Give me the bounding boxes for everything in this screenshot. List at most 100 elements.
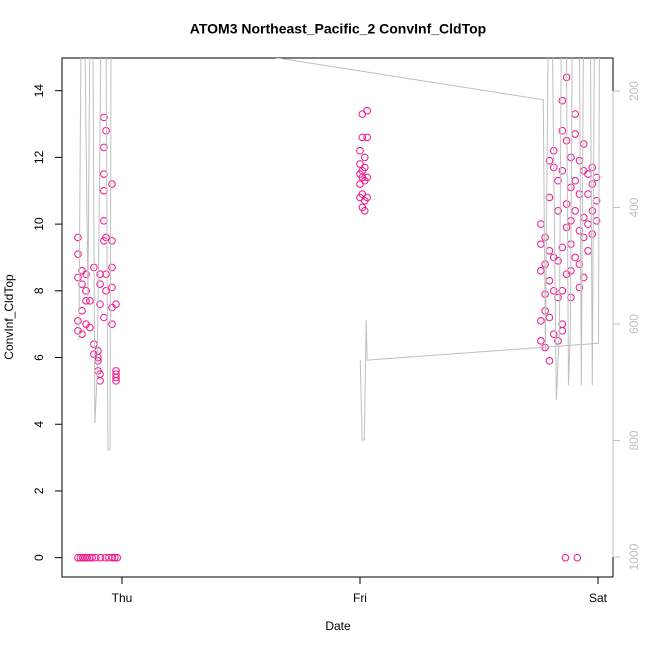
point — [571, 110, 579, 118]
point — [584, 190, 592, 198]
point — [74, 273, 82, 282]
y-tick-label: 14 — [32, 84, 46, 98]
point — [554, 176, 562, 185]
point — [545, 357, 554, 365]
point — [83, 553, 92, 562]
point — [562, 200, 571, 208]
point — [91, 553, 100, 562]
point — [112, 373, 120, 382]
point — [88, 553, 97, 562]
point — [74, 553, 82, 562]
point — [102, 270, 110, 278]
point — [78, 280, 86, 288]
x-tick-label: Fri — [353, 591, 367, 605]
point — [537, 317, 545, 325]
point — [108, 283, 116, 292]
point — [360, 206, 369, 215]
point — [111, 553, 119, 562]
point — [579, 140, 588, 148]
point — [549, 253, 558, 262]
point — [96, 553, 105, 562]
point — [100, 313, 108, 322]
point — [82, 287, 90, 295]
point — [567, 153, 575, 162]
point — [571, 130, 579, 138]
point — [558, 287, 567, 295]
point — [74, 233, 82, 242]
chart-title: ATOM3 Northeast_Pacific_2 ConvInf_CldTop — [190, 21, 486, 37]
line-series — [78, 58, 600, 451]
point — [571, 206, 579, 215]
x-tick-label: Thu — [112, 591, 133, 605]
point — [537, 337, 545, 345]
y2-tick-label: 400 — [627, 197, 641, 217]
point — [112, 300, 120, 308]
point — [588, 206, 597, 215]
y2-tick-label: 800 — [627, 430, 641, 450]
y-tick-label: 12 — [32, 150, 46, 164]
point — [74, 250, 82, 258]
point — [356, 160, 364, 168]
point — [537, 240, 545, 248]
point — [86, 553, 94, 562]
point — [575, 283, 584, 292]
point — [575, 156, 584, 165]
point — [90, 340, 98, 348]
point — [575, 226, 584, 235]
point — [588, 230, 597, 238]
point — [356, 146, 364, 155]
point — [102, 287, 110, 295]
point — [579, 233, 588, 242]
plot-box — [61, 57, 614, 578]
point — [100, 170, 108, 178]
point — [558, 96, 567, 105]
point — [558, 166, 567, 175]
point — [100, 143, 108, 152]
point — [358, 110, 367, 118]
x-axis-label: Date — [325, 619, 351, 633]
point — [108, 236, 116, 245]
point — [549, 287, 558, 295]
point — [86, 323, 94, 332]
point — [100, 216, 108, 225]
point — [360, 163, 369, 172]
point — [96, 270, 104, 278]
point — [545, 156, 554, 165]
y-axis-label: ConvInf_CldTop — [2, 274, 16, 360]
y-tick-label: 2 — [32, 487, 46, 494]
point — [356, 180, 364, 188]
x-tick-label: Sat — [589, 591, 608, 605]
y-tick-label: 4 — [32, 421, 46, 428]
point — [562, 223, 571, 232]
point — [96, 280, 104, 288]
point — [579, 273, 588, 282]
point — [549, 330, 558, 338]
point — [113, 553, 122, 562]
point — [363, 193, 371, 202]
point — [545, 246, 554, 255]
point — [86, 297, 94, 305]
point — [363, 106, 371, 115]
point — [584, 170, 592, 178]
point — [573, 553, 582, 562]
point — [588, 163, 597, 172]
point — [96, 300, 104, 308]
point — [579, 166, 588, 175]
point — [545, 313, 554, 322]
point — [571, 253, 579, 262]
point — [360, 153, 369, 162]
point — [101, 553, 110, 562]
point — [108, 553, 117, 562]
point — [108, 180, 116, 188]
point — [562, 270, 571, 278]
point — [545, 277, 554, 285]
point — [81, 553, 89, 562]
point — [78, 307, 86, 315]
point — [363, 133, 371, 142]
point — [76, 553, 85, 562]
point — [575, 260, 584, 268]
point — [588, 180, 597, 188]
point — [102, 233, 110, 242]
point — [537, 267, 545, 275]
